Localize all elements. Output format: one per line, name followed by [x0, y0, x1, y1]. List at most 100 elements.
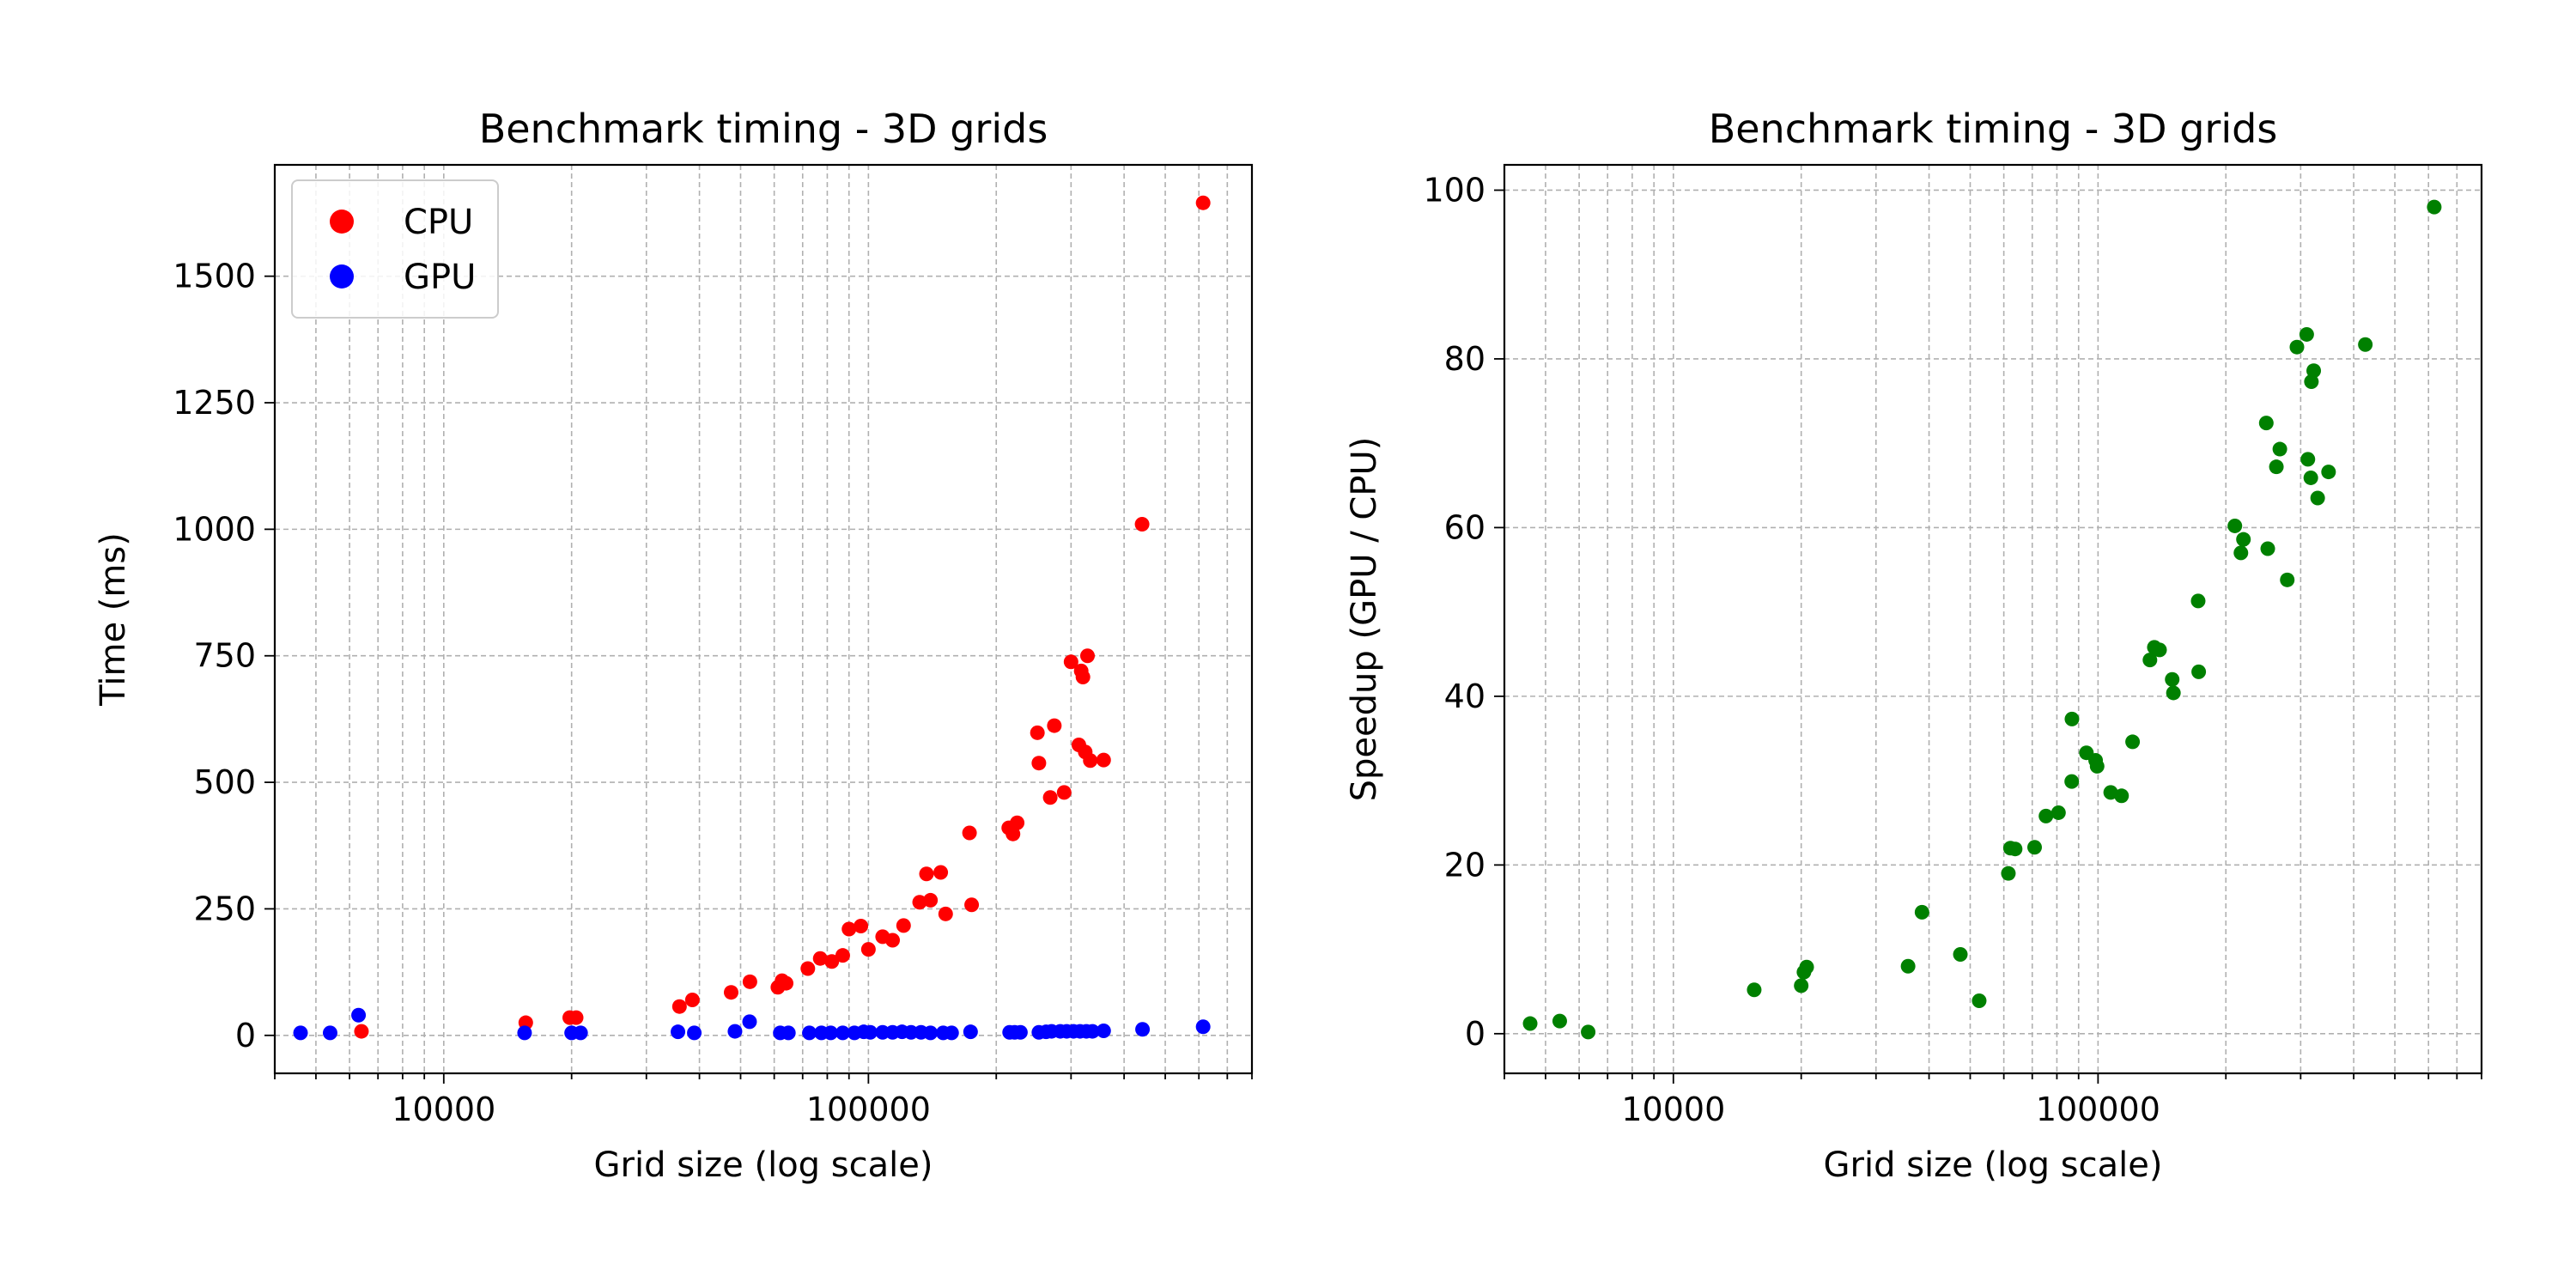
data-point	[841, 921, 857, 937]
y-tick-label: 500	[193, 763, 256, 801]
legend-label: CPU	[404, 203, 473, 242]
data-point	[1010, 815, 1025, 830]
x-tick-label: 10000	[1621, 1091, 1725, 1128]
data-point	[2191, 664, 2207, 679]
data-point	[1747, 982, 1762, 998]
data-point	[1012, 1024, 1028, 1040]
data-point	[2280, 572, 2295, 587]
data-point	[823, 1025, 838, 1041]
timing-chart: 10000 100000 0 250 500 750 1000 1250 1500 Benchma…	[94, 106, 1254, 1185]
y-tick-label: 100	[1423, 171, 1485, 209]
plot-frame	[273, 163, 1254, 1075]
data-point	[824, 954, 840, 969]
plot-frame	[1503, 163, 2483, 1075]
series-cpu	[354, 195, 1211, 1039]
y-tick-label: 1500	[173, 258, 256, 295]
x-axis-label: Grid size (log scale)	[594, 1145, 933, 1185]
data-point	[2064, 774, 2080, 789]
legend-marker	[330, 210, 354, 234]
data-point	[2190, 593, 2206, 609]
data-point	[963, 1024, 978, 1040]
data-point	[2321, 465, 2336, 480]
data-point	[2165, 671, 2180, 687]
y-tick-label: 1250	[173, 384, 256, 422]
y-tick-label: 60	[1444, 508, 1485, 546]
y-tick-label: 1000	[173, 510, 256, 548]
data-point	[2125, 734, 2141, 750]
data-point	[964, 897, 980, 913]
y-tick-label: 750	[193, 637, 256, 675]
data-point	[1083, 753, 1098, 769]
data-point	[1031, 756, 1047, 771]
data-point	[835, 948, 850, 963]
y-tick-label: 250	[193, 890, 256, 927]
legend: CPU GPU	[291, 179, 499, 319]
data-point	[2289, 339, 2305, 355]
data-point	[2236, 532, 2251, 547]
data-point	[2300, 452, 2316, 467]
data-point	[2166, 685, 2181, 701]
data-point	[1084, 1024, 1100, 1039]
data-point	[923, 1025, 939, 1041]
data-point	[1914, 904, 1929, 920]
data-point	[723, 985, 738, 1000]
data-point	[687, 1025, 702, 1041]
data-point	[517, 1025, 532, 1041]
data-point	[779, 975, 794, 991]
data-point	[1135, 1022, 1151, 1037]
data-point	[2001, 866, 2016, 881]
y-axis-label: Speedup (GPU / CPU)	[1345, 437, 1384, 802]
data-point	[1047, 718, 1062, 733]
y-tick-label: 20	[1444, 846, 1485, 884]
data-point	[671, 1024, 686, 1040]
data-point	[962, 825, 977, 841]
chart-title: Benchmark timing - 3D grids	[479, 106, 1048, 152]
data-point	[919, 866, 934, 882]
data-point	[568, 1010, 584, 1025]
data-point	[860, 942, 876, 957]
legend-box	[291, 179, 499, 319]
y-tick-label: 80	[1444, 340, 1485, 378]
data-point	[2142, 653, 2158, 668]
data-point	[2269, 459, 2284, 475]
data-point	[2304, 374, 2319, 389]
data-point	[1134, 516, 1150, 532]
data-point	[2299, 326, 2314, 342]
grid	[1504, 165, 2482, 1073]
data-point	[938, 906, 953, 921]
data-point	[912, 895, 927, 910]
data-point	[1096, 1023, 1111, 1038]
data-point	[923, 892, 939, 908]
data-point	[903, 1024, 919, 1040]
x-tick-label: 100000	[806, 1091, 931, 1128]
data-point	[2306, 363, 2322, 379]
data-point	[1063, 654, 1078, 670]
data-point	[1195, 1019, 1211, 1035]
data-point	[1056, 785, 1072, 800]
data-point	[2064, 711, 2080, 726]
data-point	[875, 1024, 890, 1040]
data-point	[2050, 805, 2066, 820]
data-point	[1552, 1013, 1567, 1029]
x-tick-label: 10000	[392, 1091, 495, 1128]
ticks: 10000 100000 0 20 40 60 80 100	[1423, 171, 2482, 1128]
data-point	[944, 1025, 959, 1041]
data-point	[1953, 946, 1968, 962]
data-point	[1030, 725, 1045, 740]
data-point	[1079, 648, 1095, 664]
data-point	[835, 1025, 850, 1041]
grid	[274, 165, 1253, 1073]
data-point	[2152, 642, 2167, 658]
data-point	[781, 1025, 796, 1041]
data-point	[1195, 195, 1211, 210]
data-point	[354, 1024, 369, 1039]
data-point	[1042, 790, 1058, 805]
data-point	[573, 1025, 588, 1041]
legend-marker	[330, 264, 354, 289]
data-point	[351, 1007, 367, 1023]
data-point	[885, 933, 901, 948]
ticks: 10000 100000 0 250 500 750 1000 1250 1500	[173, 258, 1253, 1128]
data-point	[2027, 840, 2043, 855]
data-point	[1096, 752, 1111, 768]
